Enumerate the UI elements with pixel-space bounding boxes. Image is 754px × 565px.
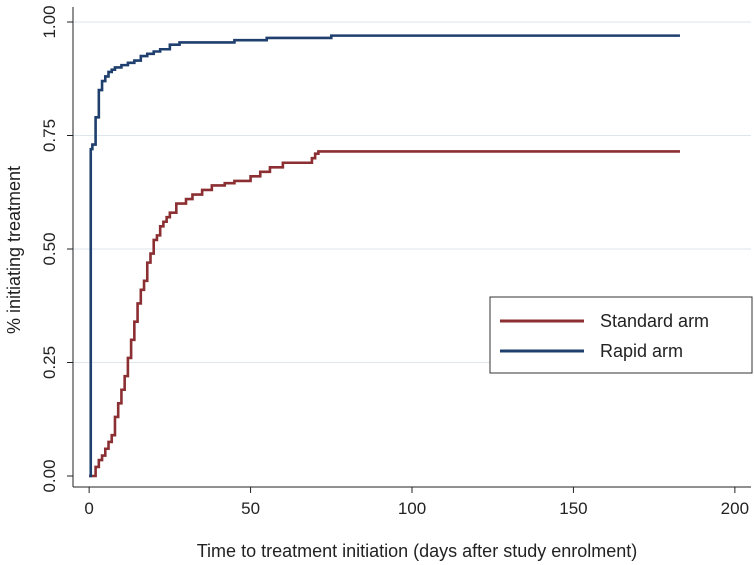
y-tick-label: 0.00: [40, 459, 59, 492]
y-tick-label: 1.00: [40, 5, 59, 38]
x-axis-title: Time to treatment initiation (days after…: [197, 541, 638, 561]
legend: Standard arm Rapid arm: [489, 296, 753, 374]
x-tick-label: 100: [398, 499, 426, 518]
x-tick-label: 200: [721, 499, 749, 518]
series-line-rapid-arm: [89, 34, 680, 478]
legend-label-standard-arm: Standard arm: [600, 311, 709, 331]
series-line-standard-arm: [89, 150, 680, 478]
x-tick-label: 50: [241, 499, 260, 518]
y-tick-label: 0.50: [40, 232, 59, 265]
legend-box: [489, 296, 753, 374]
series-lines: [89, 34, 680, 478]
y-tick-label: 0.75: [40, 119, 59, 152]
x-tick-label: 0: [84, 499, 93, 518]
x-tick-label: 150: [559, 499, 587, 518]
y-tick-label: 0.25: [40, 346, 59, 379]
axes: 0.00 0.25 0.50 0.75 1.00 0 50 100 150 200: [40, 5, 751, 518]
y-axis-title: % initiating treatment: [4, 166, 24, 334]
legend-label-rapid-arm: Rapid arm: [600, 341, 683, 361]
